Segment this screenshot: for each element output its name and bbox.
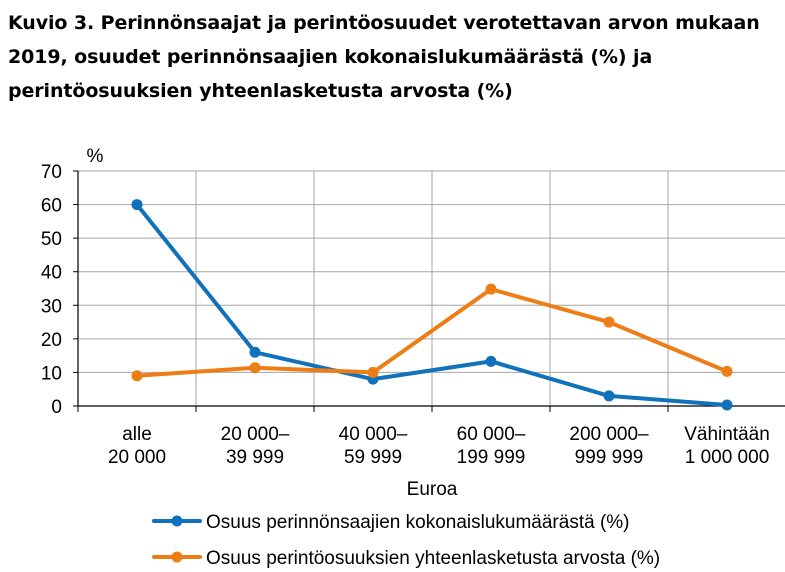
chart-title-line-3: perintöosuuksien yhteenlasketusta arvost… (8, 80, 513, 102)
chart-series (131, 199, 733, 411)
series-line (135, 202, 729, 407)
x-tick-label-line: 999 999 (575, 447, 644, 468)
x-axis-label: Euroa (407, 479, 458, 500)
series-2 (131, 283, 733, 382)
data-point (603, 316, 615, 328)
legend-swatch-marker (171, 515, 183, 527)
x-tick-label: 200 000– 999 999 (569, 424, 649, 468)
x-tick-label-line: 59 999 (344, 447, 402, 468)
x-tick-labels: alle 20 000 20 000– 39 999 40 000– 59 999 60 0… (108, 424, 770, 468)
chart-title-line-1: Kuvio 3. Perinnönsaajat ja perintöosuude… (8, 12, 760, 34)
y-tick-label: 30 (41, 296, 62, 317)
x-tick-label-line: 60 000– (457, 424, 526, 445)
legend-swatch-marker (171, 551, 183, 563)
x-tick-label-line: 199 999 (457, 447, 526, 468)
chart-title: Kuvio 3. Perinnönsaajat ja perintöosuude… (8, 6, 783, 108)
x-tick-label-line: alle (122, 424, 152, 445)
x-tick-label-line: 39 999 (226, 447, 284, 468)
y-tick-labels: 0 10 20 30 40 50 60 70 (41, 162, 62, 418)
data-point (249, 346, 261, 358)
data-point (131, 370, 143, 382)
data-point (485, 355, 497, 367)
data-point (603, 390, 615, 402)
y-axis-label: % (87, 146, 104, 167)
legend-item-2: Osuus perintöosuuksien yhteenlasketusta … (152, 548, 660, 569)
chart-legend: Osuus perinnönsaajien kokonaislukumääräs… (152, 512, 660, 569)
chart-axes (73, 170, 785, 412)
y-tick-label: 40 (41, 263, 62, 284)
x-tick-label-line: 20 000– (221, 424, 290, 445)
x-tick-label-line: 40 000– (339, 424, 408, 445)
y-tick-label: 0 (51, 397, 62, 418)
x-tick-label: 40 000– 59 999 (339, 424, 408, 468)
x-tick-label-line: 20 000 (108, 447, 166, 468)
legend-label: Osuus perintöosuuksien yhteenlasketusta … (206, 548, 660, 569)
data-point (485, 283, 497, 295)
y-tick-label: 70 (41, 162, 62, 183)
x-tick-label: 60 000– 199 999 (457, 424, 526, 468)
x-tick-label-line: Vähintään (684, 424, 770, 445)
data-point (721, 399, 733, 411)
legend-label: Osuus perinnönsaajien kokonaislukumääräs… (206, 512, 630, 533)
y-tick-label: 50 (41, 229, 62, 250)
x-tick-label: 20 000– 39 999 (221, 424, 290, 468)
x-tick-label-line: 200 000– (569, 424, 649, 445)
legend-item-1: Osuus perinnönsaajien kokonaislukumääräs… (152, 512, 630, 533)
y-tick-label: 60 (41, 196, 62, 217)
y-tick-label: 10 (41, 363, 62, 384)
data-point (131, 199, 143, 211)
series-line (135, 287, 729, 378)
x-tick-label: Vähintään 1 000 000 (684, 424, 770, 468)
x-tick-label: alle 20 000 (108, 424, 166, 468)
y-tick-label: 20 (41, 330, 62, 351)
data-point (721, 365, 733, 377)
data-point (249, 362, 261, 374)
chart-title-line-2: 2019, osuudet perinnönsaajien kokonaislu… (8, 46, 653, 68)
x-tick-label-line: 1 000 000 (685, 447, 770, 468)
data-point (367, 366, 379, 378)
